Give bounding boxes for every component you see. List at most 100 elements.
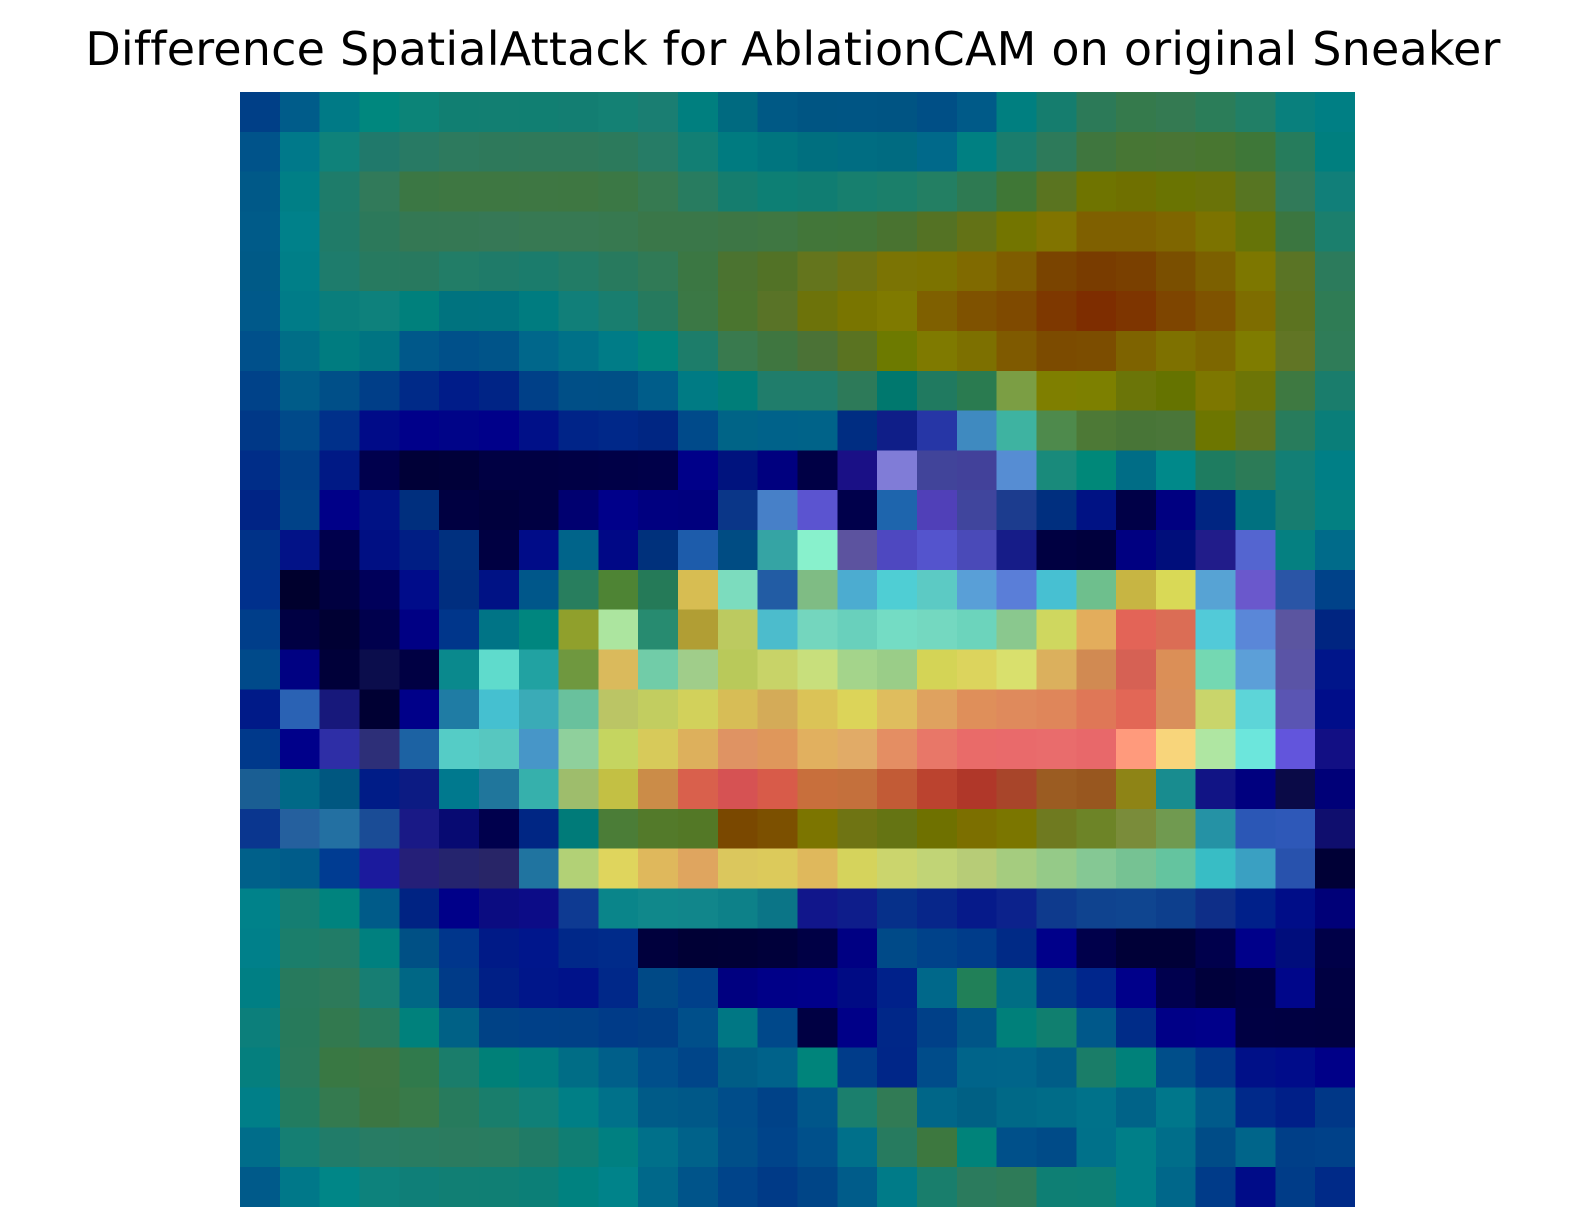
- heatmap-cell: [877, 370, 918, 412]
- heatmap-cell: [1155, 530, 1197, 571]
- heatmap-cell: [1116, 370, 1157, 412]
- heatmap-cell: [757, 729, 799, 770]
- heatmap-cell: [518, 1087, 560, 1128]
- heatmap-cell: [996, 370, 1038, 412]
- heatmap-cell: [1036, 330, 1077, 372]
- heatmap-cell: [1195, 410, 1237, 451]
- heatmap-cell: [1315, 211, 1355, 252]
- heatmap-cell: [877, 330, 918, 372]
- heatmap-cell: [399, 649, 440, 690]
- heatmap-cell: [1235, 808, 1276, 850]
- heatmap-cell: [359, 1127, 400, 1168]
- heatmap-cell: [757, 530, 799, 571]
- heatmap-cell: [279, 251, 321, 292]
- heatmap-cell: [558, 211, 599, 252]
- heatmap-cell: [877, 291, 918, 332]
- heatmap-cell: [478, 530, 520, 571]
- heatmap-cell: [439, 530, 480, 571]
- heatmap-cell: [1235, 888, 1276, 929]
- heatmap-cell: [717, 530, 759, 571]
- heatmap-cell: [837, 808, 878, 850]
- heatmap-cell: [518, 450, 560, 491]
- heatmap-cell: [1275, 649, 1316, 690]
- heatmap-cell: [956, 370, 998, 412]
- heatmap-cell: [558, 968, 599, 1009]
- heatmap-cell: [359, 729, 400, 770]
- heatmap-cell: [319, 131, 361, 173]
- heatmap-cell: [240, 530, 281, 571]
- heatmap-cell: [1036, 490, 1077, 531]
- heatmap-cell: [279, 609, 321, 651]
- heatmap-cell: [797, 808, 838, 850]
- heatmap-cell: [956, 968, 998, 1009]
- heatmap-cell: [916, 569, 958, 611]
- heatmap-cell: [1076, 131, 1117, 173]
- heatmap-cell: [678, 649, 719, 690]
- heatmap-cell: [1195, 530, 1237, 571]
- heatmap-cell: [996, 1007, 1038, 1049]
- heatmap-cell: [1275, 131, 1316, 173]
- heatmap-cell: [359, 251, 400, 292]
- heatmap-cell: [399, 729, 440, 770]
- heatmap-cell: [877, 1127, 918, 1168]
- heatmap-cell: [518, 490, 560, 531]
- heatmap-cell: [717, 131, 759, 173]
- heatmap-cell: [1275, 1127, 1316, 1168]
- heatmap-cell: [996, 131, 1038, 173]
- heatmap-cell: [399, 609, 440, 651]
- heatmap-cell: [877, 490, 918, 531]
- heatmap-cell: [359, 291, 400, 332]
- heatmap-cell: [439, 1127, 480, 1168]
- heatmap-cell: [240, 211, 281, 252]
- heatmap-cell: [439, 768, 480, 810]
- heatmap-cell: [956, 1047, 998, 1089]
- heatmap-cell: [837, 888, 878, 929]
- heatmap-cell: [916, 928, 958, 969]
- heatmap-cell: [717, 1167, 759, 1207]
- heatmap-cell: [439, 848, 480, 890]
- heatmap-cell: [558, 131, 599, 173]
- heatmap-cell: [279, 1007, 321, 1049]
- heatmap-cell: [797, 729, 838, 770]
- heatmap-cell: [518, 569, 560, 611]
- heatmap-cell: [797, 768, 838, 810]
- heatmap-cell: [757, 92, 799, 133]
- heatmap-cell: [1275, 1007, 1316, 1049]
- heatmap-cell: [757, 888, 799, 929]
- heatmap-cell: [1155, 848, 1197, 890]
- heatmap-cell: [797, 689, 838, 730]
- heatmap-cell: [1275, 530, 1316, 571]
- heatmap-cell: [1155, 928, 1197, 969]
- heatmap-cell: [518, 530, 560, 571]
- heatmap-cell: [240, 171, 281, 213]
- heatmap-cell: [1195, 848, 1237, 890]
- heatmap-cell: [638, 171, 679, 213]
- heatmap-cell: [598, 928, 639, 969]
- heatmap-cell: [359, 808, 400, 850]
- heatmap-cell: [996, 968, 1038, 1009]
- heatmap-cell: [478, 1167, 520, 1207]
- heatmap-cell: [916, 968, 958, 1009]
- heatmap-cell: [1195, 888, 1237, 929]
- heatmap-cell: [1036, 609, 1077, 651]
- heatmap-cell: [1076, 888, 1117, 929]
- heatmap-cell: [1116, 1087, 1157, 1128]
- heatmap-cell: [1076, 928, 1117, 969]
- heatmap-cell: [279, 211, 321, 252]
- heatmap-cell: [717, 968, 759, 1009]
- heatmap-cell: [757, 490, 799, 531]
- heatmap-cell: [956, 211, 998, 252]
- heatmap-cell: [717, 888, 759, 929]
- heatmap-cell: [797, 609, 838, 651]
- heatmap-cell: [518, 968, 560, 1009]
- heatmap-cell: [399, 370, 440, 412]
- heatmap-cell: [1275, 92, 1316, 133]
- heatmap-cell: [837, 569, 878, 611]
- heatmap-cell: [916, 330, 958, 372]
- heatmap-cell: [1036, 729, 1077, 770]
- heatmap-cell: [1315, 530, 1355, 571]
- heatmap-cell: [319, 211, 361, 252]
- heatmap-cell: [797, 1007, 838, 1049]
- heatmap-cell: [837, 530, 878, 571]
- heatmap-cell: [956, 768, 998, 810]
